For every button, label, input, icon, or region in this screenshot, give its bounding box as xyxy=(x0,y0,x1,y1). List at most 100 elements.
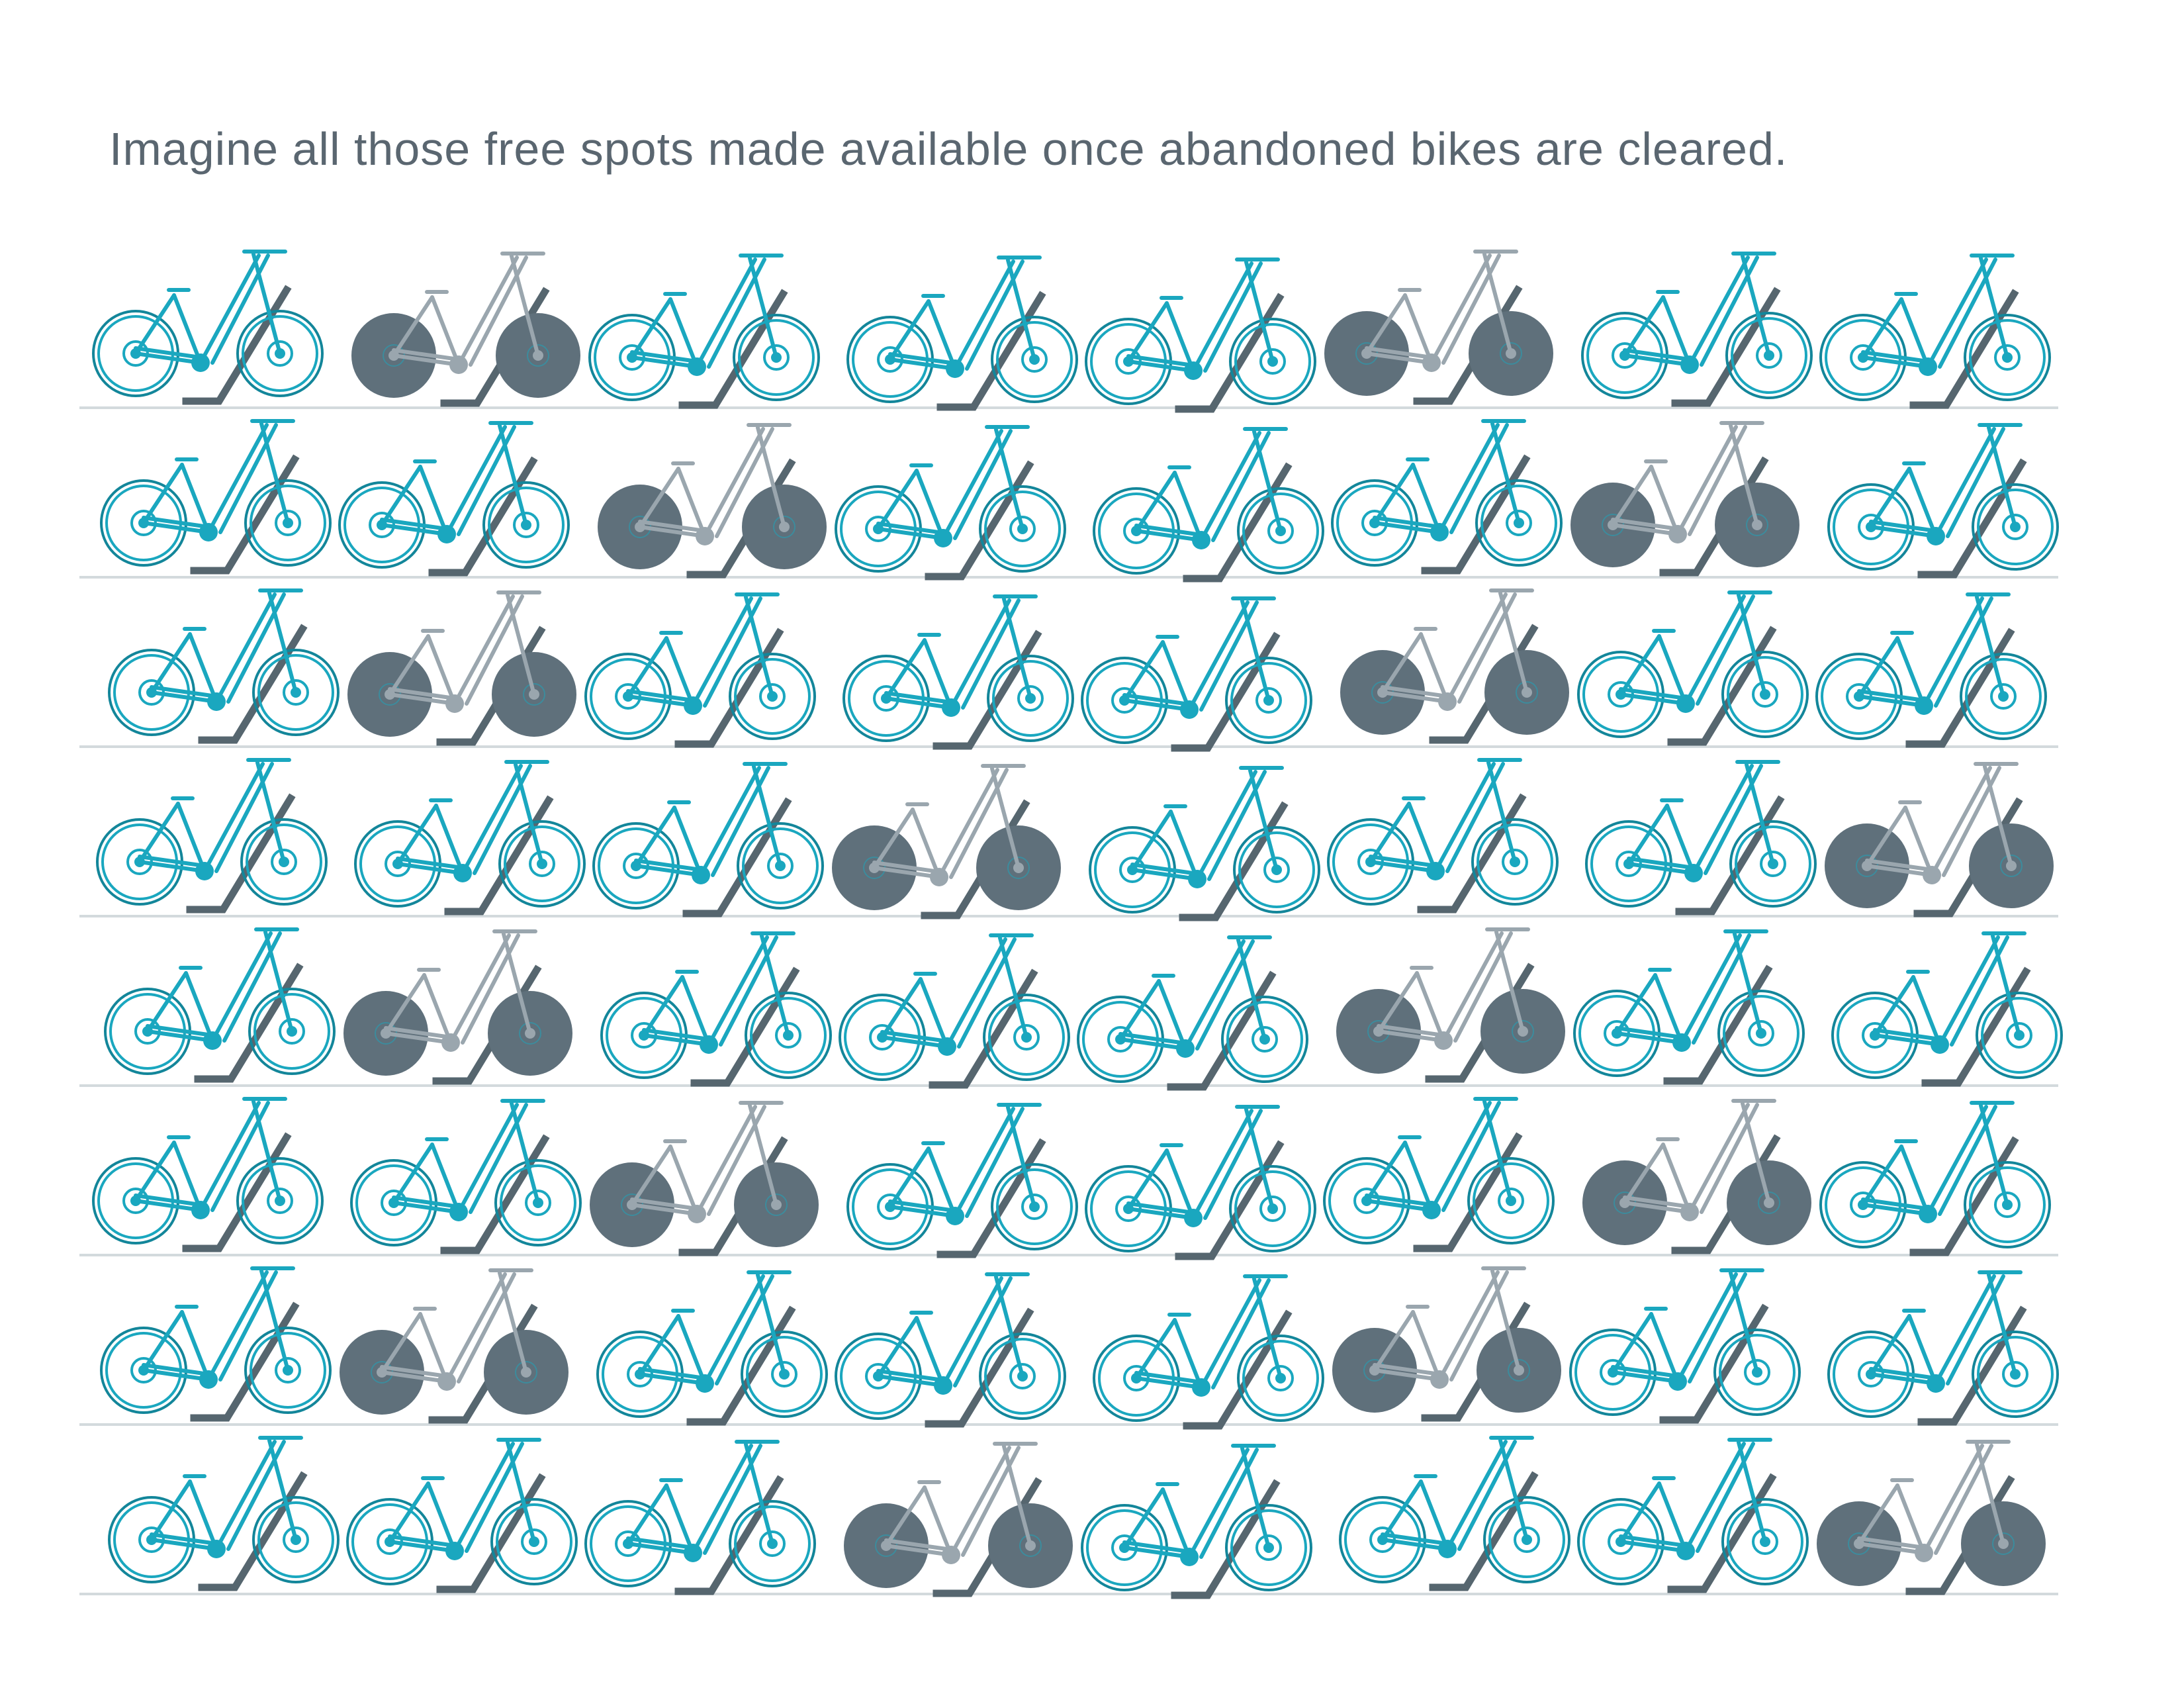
abandoned-bike-icon xyxy=(1825,762,2054,917)
parked-bike-icon xyxy=(92,250,324,405)
bike-rack xyxy=(1417,793,1527,914)
bike-rack xyxy=(1675,795,1785,915)
front-wheel xyxy=(741,1331,828,1418)
parked-bike-icon xyxy=(592,762,824,917)
abandoned-bike-icon xyxy=(1324,250,1553,405)
parked-bike-icon xyxy=(835,425,1066,581)
crank xyxy=(1915,1544,1933,1562)
parked-bike-icon xyxy=(584,592,816,748)
parked-bike-icon xyxy=(104,927,336,1083)
bike-rack xyxy=(436,1473,546,1593)
bike-rack xyxy=(1171,1479,1281,1599)
abandoned-bike-icon xyxy=(1332,1266,1561,1422)
bike-rack xyxy=(1413,1132,1523,1252)
crank xyxy=(449,1203,468,1221)
front-wheel xyxy=(1237,1335,1324,1422)
crank xyxy=(946,359,964,378)
crank xyxy=(688,357,706,376)
front-wheel xyxy=(991,1163,1078,1250)
crank xyxy=(1192,531,1210,549)
crank xyxy=(191,353,210,372)
abandoned-bike-icon xyxy=(351,252,580,407)
parked-bike-icon xyxy=(839,933,1070,1089)
front-wheel xyxy=(1467,1157,1555,1244)
crank xyxy=(1176,1039,1195,1058)
front-wheel xyxy=(1964,314,2051,401)
crank xyxy=(1919,357,1937,376)
front-wheel xyxy=(1225,1504,1312,1591)
parked-bike-icon xyxy=(1089,766,1320,921)
bike-rack xyxy=(1917,1305,2027,1426)
parked-bike-icon xyxy=(1327,758,1559,914)
crank xyxy=(1184,361,1203,380)
bike-rack xyxy=(936,291,1046,411)
parked-bike-icon xyxy=(1085,258,1316,413)
parked-bike-icon xyxy=(1827,423,2059,579)
bike-rack xyxy=(186,793,296,914)
crank xyxy=(942,1546,960,1564)
parked-bike-icon xyxy=(1577,590,1809,746)
parked-bike-icon xyxy=(108,588,340,744)
parked-bike-icon xyxy=(1081,596,1312,752)
bike-rack xyxy=(686,1305,796,1426)
front-wheel xyxy=(252,1496,340,1583)
crank xyxy=(700,1035,718,1054)
crank xyxy=(199,1370,218,1389)
parked-bike-icon xyxy=(600,931,832,1087)
bike-rack xyxy=(674,628,784,748)
front-wheel xyxy=(1972,483,2059,571)
crank xyxy=(688,1205,706,1223)
bike-rack xyxy=(1175,1140,1285,1260)
front-wheel xyxy=(1483,1496,1570,1583)
parked-bike-icon xyxy=(346,1438,578,1593)
parked-bike-icon xyxy=(1081,1444,1312,1599)
front-wheel xyxy=(498,820,586,908)
front-wheel xyxy=(979,1333,1066,1420)
crank xyxy=(684,1544,702,1562)
crank xyxy=(445,1542,464,1560)
crank xyxy=(445,694,464,713)
bike-rack xyxy=(1667,1473,1777,1593)
crank xyxy=(1923,866,1941,884)
crank xyxy=(1184,1209,1203,1227)
abandoned-bike-icon xyxy=(1817,1440,2046,1595)
crank xyxy=(437,525,456,543)
front-wheel xyxy=(733,314,820,401)
bike-rack xyxy=(428,456,538,577)
crank xyxy=(1426,862,1445,880)
bike-rack xyxy=(690,966,800,1087)
crank xyxy=(692,866,710,884)
front-wheel xyxy=(1729,820,1817,908)
crank xyxy=(1672,1033,1691,1052)
crank xyxy=(1188,870,1206,888)
bike-rack xyxy=(1921,966,2031,1087)
bike-rack xyxy=(1905,628,2015,748)
crank xyxy=(1927,1374,1945,1393)
bike-rack xyxy=(182,1132,292,1252)
front-wheel xyxy=(1229,318,1316,405)
front-wheel xyxy=(1964,1161,2051,1248)
bike-rack xyxy=(936,1138,1046,1258)
abandoned-bike-icon xyxy=(590,1101,819,1256)
crank xyxy=(449,355,468,374)
bike-rack xyxy=(194,962,304,1083)
front-wheel xyxy=(1717,990,1805,1077)
bike-rack xyxy=(929,968,1038,1089)
crank xyxy=(1668,1372,1687,1391)
parked-bike-icon xyxy=(1331,419,1563,575)
crank xyxy=(1684,864,1703,882)
crank xyxy=(1676,694,1695,713)
front-wheel xyxy=(729,653,816,740)
front-wheel xyxy=(1721,1498,1809,1585)
crank xyxy=(1192,1378,1210,1397)
crank xyxy=(441,1033,460,1052)
bike-rack xyxy=(925,1307,1034,1428)
parked-bike-icon xyxy=(1831,931,2063,1087)
bike-rack xyxy=(1917,458,2027,579)
bike-rack xyxy=(1671,287,1781,407)
parked-bike-icon xyxy=(1819,1101,2051,1256)
crank xyxy=(1680,1203,1699,1221)
front-wheel xyxy=(482,481,570,569)
parked-bike-icon xyxy=(1093,427,1324,583)
